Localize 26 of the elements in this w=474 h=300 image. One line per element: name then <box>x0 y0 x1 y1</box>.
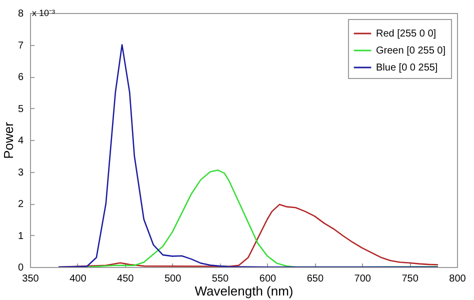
x-tick-label: 350 <box>22 274 40 284</box>
x-tick-label: 600 <box>259 274 276 284</box>
x-tick-label: 550 <box>212 274 230 284</box>
y-tick-label: 6 <box>18 72 24 83</box>
x-tick-label: 650 <box>306 274 324 284</box>
x-tick-label: 500 <box>164 274 182 284</box>
annotation: x 10⁻³ <box>32 8 56 18</box>
legend-label: Red [255 0 0] <box>376 28 436 40</box>
y-tick-label: 4 <box>18 136 24 146</box>
x-tick-label: 750 <box>402 274 419 284</box>
x-tick-label: 450 <box>117 274 134 284</box>
x-tick-label: 800 <box>449 274 466 284</box>
x-tick-label: 400 <box>70 274 87 284</box>
line-series <box>58 44 439 267</box>
legend-label: Green [0 255 0] <box>376 46 446 56</box>
legend-label: Blue [0 0 255] <box>376 62 438 74</box>
x-axis-title: Wavelength (nm) <box>194 284 294 298</box>
y-tick-label: 0 <box>18 262 24 274</box>
y-tick-label: 1 <box>18 230 24 242</box>
y-tick-label: 8 <box>18 8 24 20</box>
x-tick-label: 700 <box>354 274 372 284</box>
y-tick-label: 7 <box>18 40 24 52</box>
y-tick-label: 5 <box>18 104 24 115</box>
y-axis-title: Power <box>0 121 16 159</box>
y-tick-label: 2 <box>18 199 24 210</box>
y-tick-label: 3 <box>18 167 24 178</box>
